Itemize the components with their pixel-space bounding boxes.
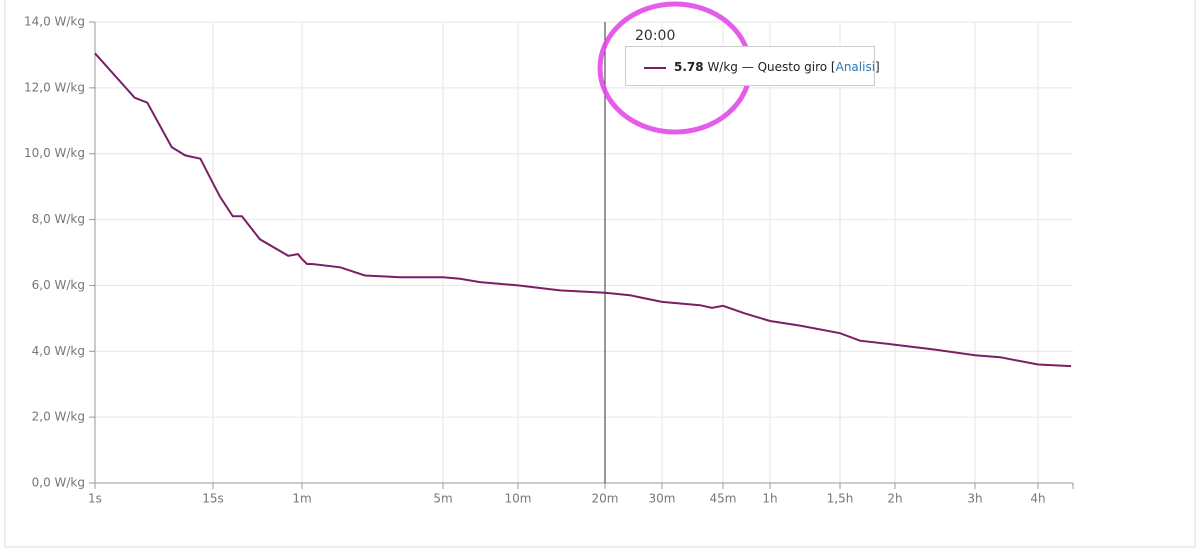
x-tick-label: 3h (967, 492, 982, 506)
y-tick-label: 10,0 W/kg (24, 146, 85, 160)
y-tick-label: 14,0 W/kg (24, 15, 85, 29)
tooltip-unit: W/kg (707, 60, 738, 74)
bracket: ] (875, 60, 880, 74)
x-tick-label: 5m (433, 492, 452, 506)
y-tick-label: 0,0 W/kg (32, 476, 85, 490)
tooltip-row: 5.78 W/kg — Questo giro [Analisi] (644, 60, 880, 74)
x-tick-label: 1s (88, 492, 102, 506)
x-tick-label: 45m (710, 492, 737, 506)
series-line (94, 52, 1072, 368)
tooltip-separator: — (741, 60, 754, 74)
tooltip-title: 20:00 (635, 28, 676, 44)
y-tick-label: 4,0 W/kg (32, 344, 85, 358)
x-tick-label: 4h (1030, 492, 1045, 506)
x-tick-label: 30m (649, 492, 676, 506)
tooltip-swatch (644, 66, 666, 69)
tooltip-series: Questo giro (757, 60, 828, 74)
x-tick-label: 1h (762, 492, 777, 506)
y-tick-label: 2,0 W/kg (32, 410, 85, 424)
y-tick-label: 6,0 W/kg (32, 278, 85, 292)
tooltip: 5.78 W/kg — Questo giro [Analisi] (625, 46, 880, 86)
x-tick-label: 10m (505, 492, 532, 506)
y-tick-label: 8,0 W/kg (32, 212, 85, 226)
y-tick-label: 12,0 W/kg (24, 80, 85, 94)
x-tick-label: 1,5h (827, 492, 854, 506)
x-tick-label: 20m (592, 492, 619, 506)
analysis-link[interactable]: Analisi (835, 60, 876, 74)
x-tick-label: 1m (292, 492, 311, 506)
x-tick-label: 15s (202, 492, 224, 506)
chart-frame (4, 0, 1196, 548)
bracket: [ (830, 60, 836, 74)
tooltip-value: 5.78 (674, 60, 704, 74)
x-tick-label: 2h (887, 492, 902, 506)
